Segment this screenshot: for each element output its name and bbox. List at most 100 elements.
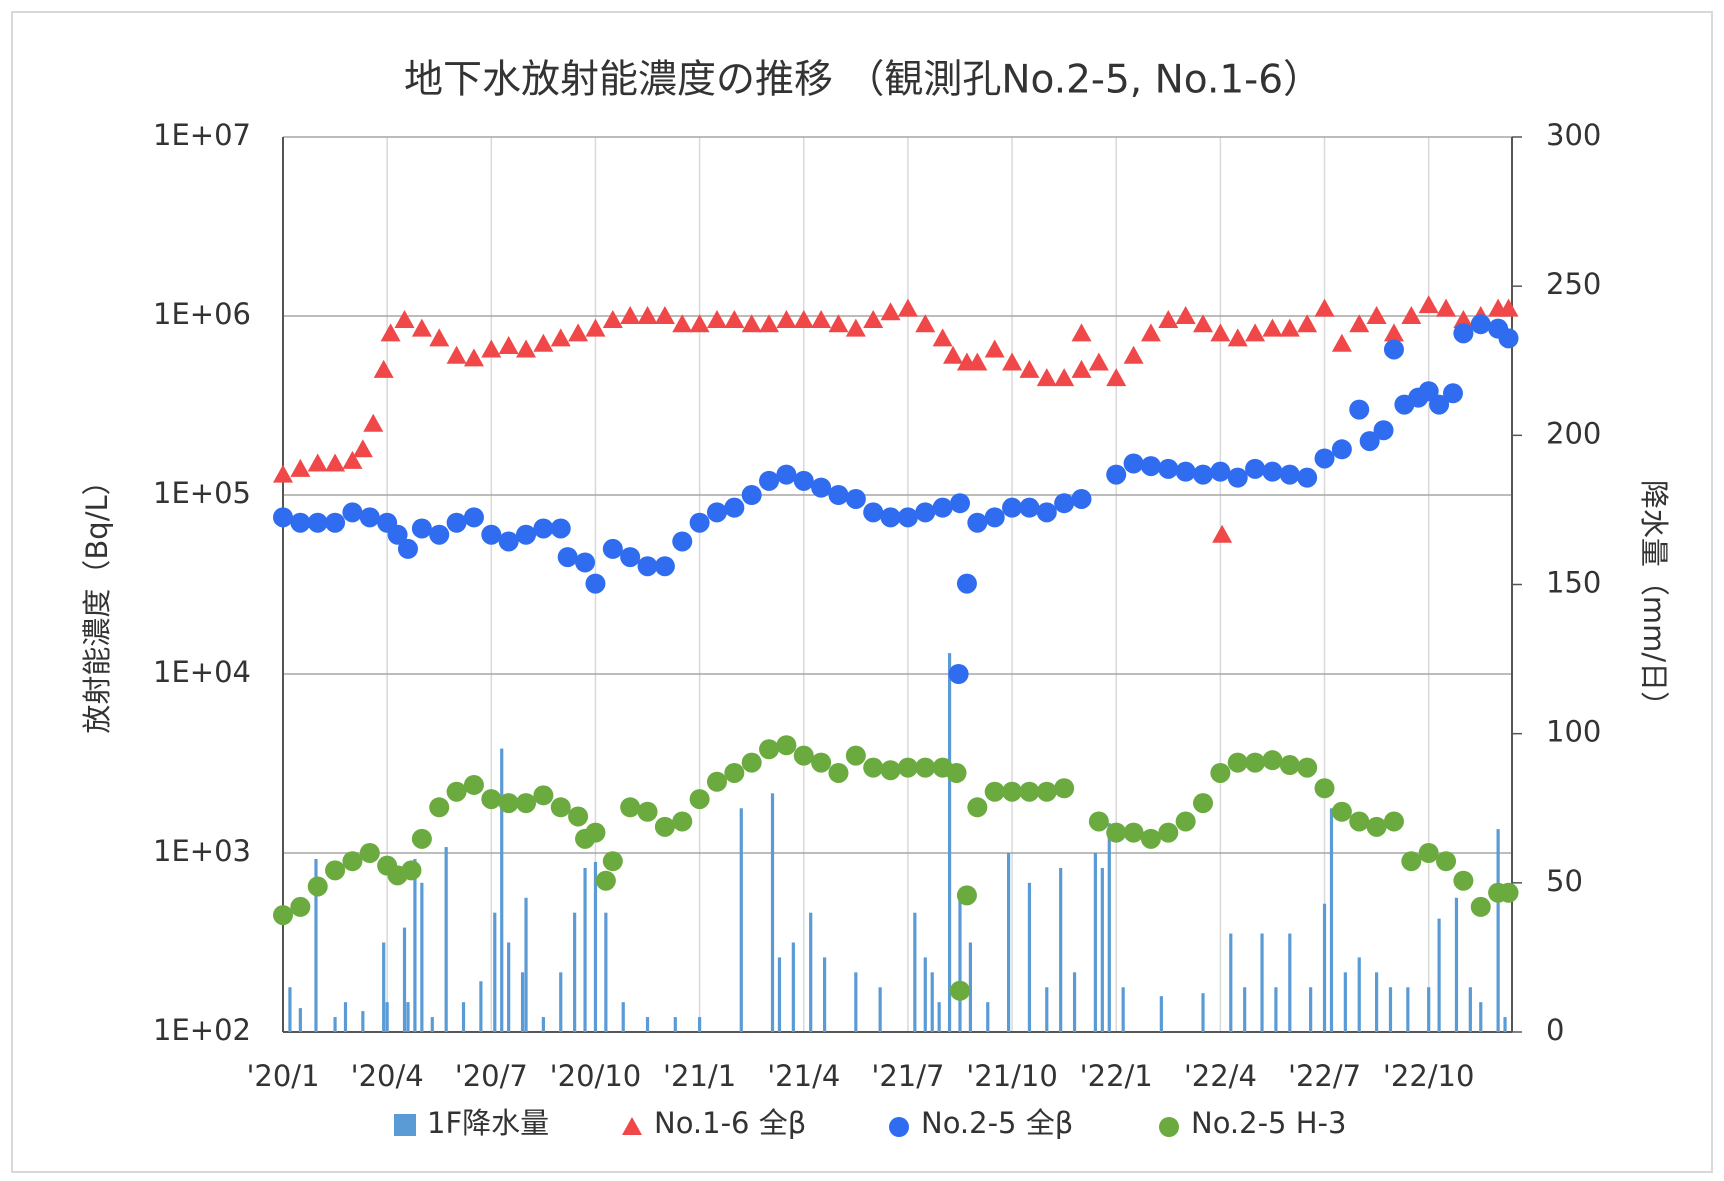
circle-marker	[776, 464, 797, 485]
rain-bar	[573, 912, 577, 1032]
rain-bar	[1468, 987, 1472, 1032]
circle-marker	[1331, 801, 1352, 822]
triangle-marker	[637, 306, 658, 324]
rain-bar	[430, 1017, 434, 1032]
rain-bar	[1388, 987, 1393, 1032]
y2-tick-label: 300	[1546, 118, 1601, 152]
triangle-marker	[706, 309, 727, 328]
triangle-marker	[1227, 328, 1248, 347]
circle-marker	[1418, 843, 1439, 863]
circle-marker	[845, 745, 866, 766]
rain-bar	[420, 882, 424, 1032]
circle-marker	[845, 488, 866, 509]
rain-bar	[958, 897, 962, 1032]
triangle-marker	[880, 302, 901, 321]
triangle-marker	[943, 345, 964, 364]
triangle-marker	[602, 309, 623, 328]
circle-marker	[1262, 750, 1283, 771]
legend-label: No.2-5 全β	[921, 1106, 1073, 1140]
circle-marker	[1019, 497, 1040, 518]
triangle-marker	[689, 314, 710, 333]
circle-marker	[880, 507, 901, 528]
circle-marker	[811, 752, 832, 773]
rain-bar	[298, 1008, 302, 1032]
circle-marker	[325, 512, 346, 533]
legend-label: 1F降水量	[427, 1106, 549, 1140]
circle-marker	[654, 816, 675, 837]
triangle-marker	[863, 309, 884, 328]
rain-bar	[1503, 1017, 1507, 1032]
rain-bar	[1006, 853, 1011, 1032]
rain-bar	[1288, 933, 1292, 1032]
rain-bar	[809, 912, 813, 1032]
circle-marker	[672, 531, 693, 552]
circle-marker	[498, 531, 519, 552]
circle-marker	[463, 507, 484, 528]
rain-bar	[444, 847, 448, 1032]
circle-marker	[359, 507, 380, 528]
circle-marker	[273, 507, 293, 528]
rain-bar	[923, 957, 927, 1032]
rain-bar	[739, 808, 743, 1032]
triangle-marker	[411, 318, 432, 337]
y-tick-label: 1E+03	[153, 834, 251, 868]
x-tick-label: '21/10	[966, 1059, 1058, 1093]
circle-marker	[290, 896, 311, 917]
circle-marker	[411, 518, 432, 539]
x-tick-label: '22/10	[1383, 1059, 1475, 1093]
circle-marker	[446, 781, 467, 802]
rain-bar	[593, 861, 598, 1032]
rain-bar	[402, 927, 407, 1032]
circle-marker	[557, 547, 578, 568]
circle-marker	[1193, 793, 1214, 814]
triangle-marker	[325, 453, 346, 472]
rain-bar	[673, 1017, 677, 1032]
rain-bar	[968, 942, 973, 1032]
rain-bar	[288, 987, 292, 1032]
circle-marker	[550, 518, 571, 539]
rain-bar	[314, 858, 318, 1032]
rain-bar	[1479, 1002, 1483, 1032]
triangle-marker	[776, 309, 797, 328]
circle-marker	[828, 485, 849, 505]
circle-marker	[585, 822, 606, 843]
rain-bar	[524, 897, 528, 1032]
rain-bar	[382, 942, 386, 1032]
x-tick-label: '21/7	[871, 1059, 944, 1093]
circle-marker	[1158, 822, 1179, 843]
triangle-marker	[481, 339, 502, 358]
circle-marker	[956, 885, 977, 906]
circle-marker	[325, 860, 346, 881]
triangle-marker	[897, 298, 918, 317]
triangle-marker	[1366, 306, 1387, 324]
circle-marker	[429, 524, 450, 545]
circle-marker	[706, 771, 727, 792]
y-tick-label: 1E+07	[153, 118, 251, 152]
triangle-marker	[1036, 368, 1057, 387]
triangle-marker	[1106, 368, 1127, 387]
triangle-marker	[759, 314, 780, 333]
rain-bar	[854, 972, 858, 1032]
triangle-marker	[1401, 306, 1422, 324]
rain-bar	[1243, 987, 1247, 1032]
rain-bar	[541, 1017, 545, 1032]
triangle-marker	[429, 328, 450, 347]
circle-marker	[759, 739, 780, 760]
circle-marker	[1314, 778, 1335, 799]
circle-marker	[637, 801, 658, 822]
triangle-marker	[1088, 352, 1109, 371]
circle-marker	[1262, 461, 1283, 482]
rain-bar	[604, 912, 608, 1032]
circle-marker	[1453, 870, 1474, 891]
chart-title: 地下水放射能濃度の推移 （観測孔No.2-5, No.1-6）	[404, 58, 1322, 103]
triangle-marker	[273, 464, 293, 483]
rain-bar	[385, 1002, 389, 1032]
triangle-marker	[1436, 298, 1457, 317]
circle-marker	[575, 552, 596, 573]
rain-bar	[1260, 933, 1264, 1032]
triangle-marker	[654, 306, 675, 324]
triangle-marker	[363, 413, 384, 432]
rain-bar	[1072, 972, 1077, 1032]
circle-marker	[1158, 458, 1179, 479]
